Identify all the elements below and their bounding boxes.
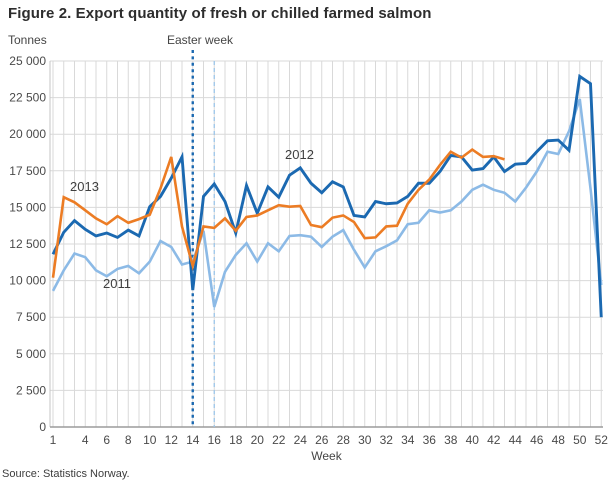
figure-title: Figure 2. Export quantity of fresh or ch…	[8, 5, 432, 22]
series-label-2012: 2012	[285, 147, 314, 162]
svg-text:24: 24	[294, 433, 308, 447]
svg-text:36: 36	[423, 433, 437, 447]
chart-canvas: 0 2 500 5 000 7 500 10 000 12 500 15 000 17 500…	[9, 50, 609, 447]
svg-text:10 000: 10 000	[9, 274, 46, 288]
series-label-2011: 2011	[103, 276, 131, 291]
svg-text:14: 14	[186, 433, 200, 447]
svg-text:42: 42	[487, 433, 501, 447]
svg-text:44: 44	[509, 433, 523, 447]
svg-text:4: 4	[82, 433, 89, 447]
svg-text:12: 12	[165, 433, 179, 447]
svg-text:10: 10	[143, 433, 157, 447]
svg-text:30: 30	[358, 433, 372, 447]
svg-text:48: 48	[552, 433, 566, 447]
source-note: Source: Statistics Norway.	[2, 468, 130, 480]
svg-text:1: 1	[50, 433, 57, 447]
y-axis-title: Tonnes	[8, 33, 47, 47]
easter-week-annotation: Easter week	[167, 33, 234, 47]
svg-text:28: 28	[337, 433, 351, 447]
svg-text:20: 20	[251, 433, 265, 447]
svg-text:15 000: 15 000	[9, 200, 46, 214]
series-label-2013: 2013	[70, 179, 99, 194]
svg-text:26: 26	[315, 433, 329, 447]
svg-text:18: 18	[229, 433, 243, 447]
svg-text:38: 38	[444, 433, 458, 447]
svg-text:16: 16	[208, 433, 222, 447]
svg-text:12 500: 12 500	[9, 237, 46, 251]
svg-text:52: 52	[595, 433, 609, 447]
svg-text:50: 50	[573, 433, 587, 447]
svg-text:20 000: 20 000	[9, 127, 46, 141]
svg-text:7 500: 7 500	[16, 310, 46, 324]
svg-text:25 000: 25 000	[9, 54, 46, 68]
x-axis-title: Week	[311, 449, 342, 463]
svg-text:6: 6	[103, 433, 110, 447]
svg-text:5 000: 5 000	[16, 347, 46, 361]
svg-text:40: 40	[466, 433, 480, 447]
svg-text:17 500: 17 500	[9, 164, 46, 178]
svg-text:8: 8	[125, 433, 132, 447]
svg-text:22 500: 22 500	[9, 91, 46, 105]
svg-text:34: 34	[401, 433, 415, 447]
svg-text:2 500: 2 500	[16, 383, 46, 397]
svg-text:0: 0	[39, 420, 46, 434]
svg-text:22: 22	[272, 433, 286, 447]
svg-text:32: 32	[380, 433, 394, 447]
svg-text:46: 46	[530, 433, 544, 447]
